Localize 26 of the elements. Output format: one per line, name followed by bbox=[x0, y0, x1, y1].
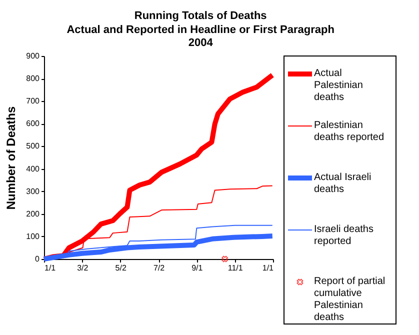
y-tick-label: 300 bbox=[26, 186, 40, 196]
legend-label: Report of partial cumulative Palestinian deaths bbox=[314, 276, 386, 323]
y-axis-title: Number of Deaths bbox=[4, 106, 18, 210]
x-tick-label: 11/1 bbox=[228, 264, 244, 272]
y-tick-label: 200 bbox=[26, 209, 40, 218]
x-tick-label: 7/2 bbox=[153, 264, 166, 272]
chart-title: Running Totals of Deaths bbox=[134, 10, 267, 22]
y-tick-label: 100 bbox=[26, 232, 40, 241]
legend-label: Actual Israeli deaths bbox=[314, 172, 372, 195]
x-tick-label: 9/1 bbox=[192, 264, 204, 272]
legend-label: Actual Palestinian deaths bbox=[314, 68, 363, 103]
y-tick-label: 700 bbox=[26, 96, 40, 106]
y-tick-label: 400 bbox=[26, 164, 40, 174]
y-tick-label: 500 bbox=[26, 142, 40, 151]
chart-subtitle: Actual and Reported in Headline or First Paragraph bbox=[66, 24, 335, 36]
y-tick-label: 600 bbox=[26, 119, 40, 128]
y-tick-label: 0 bbox=[35, 254, 40, 264]
y-tick-label: 800 bbox=[26, 74, 40, 84]
x-tick-label: 5/2 bbox=[115, 264, 127, 272]
x-tick-label: 3/2 bbox=[77, 264, 89, 272]
x-tick-label: 1/1 bbox=[44, 264, 56, 272]
legend-label: Israeli deaths reported bbox=[314, 224, 374, 247]
text: 2004 bbox=[188, 37, 214, 49]
legend-label: Palestinian deaths reported bbox=[314, 120, 384, 143]
x-tick-label: 1/1 bbox=[262, 264, 274, 272]
y-tick-label: 900 bbox=[26, 52, 40, 60]
